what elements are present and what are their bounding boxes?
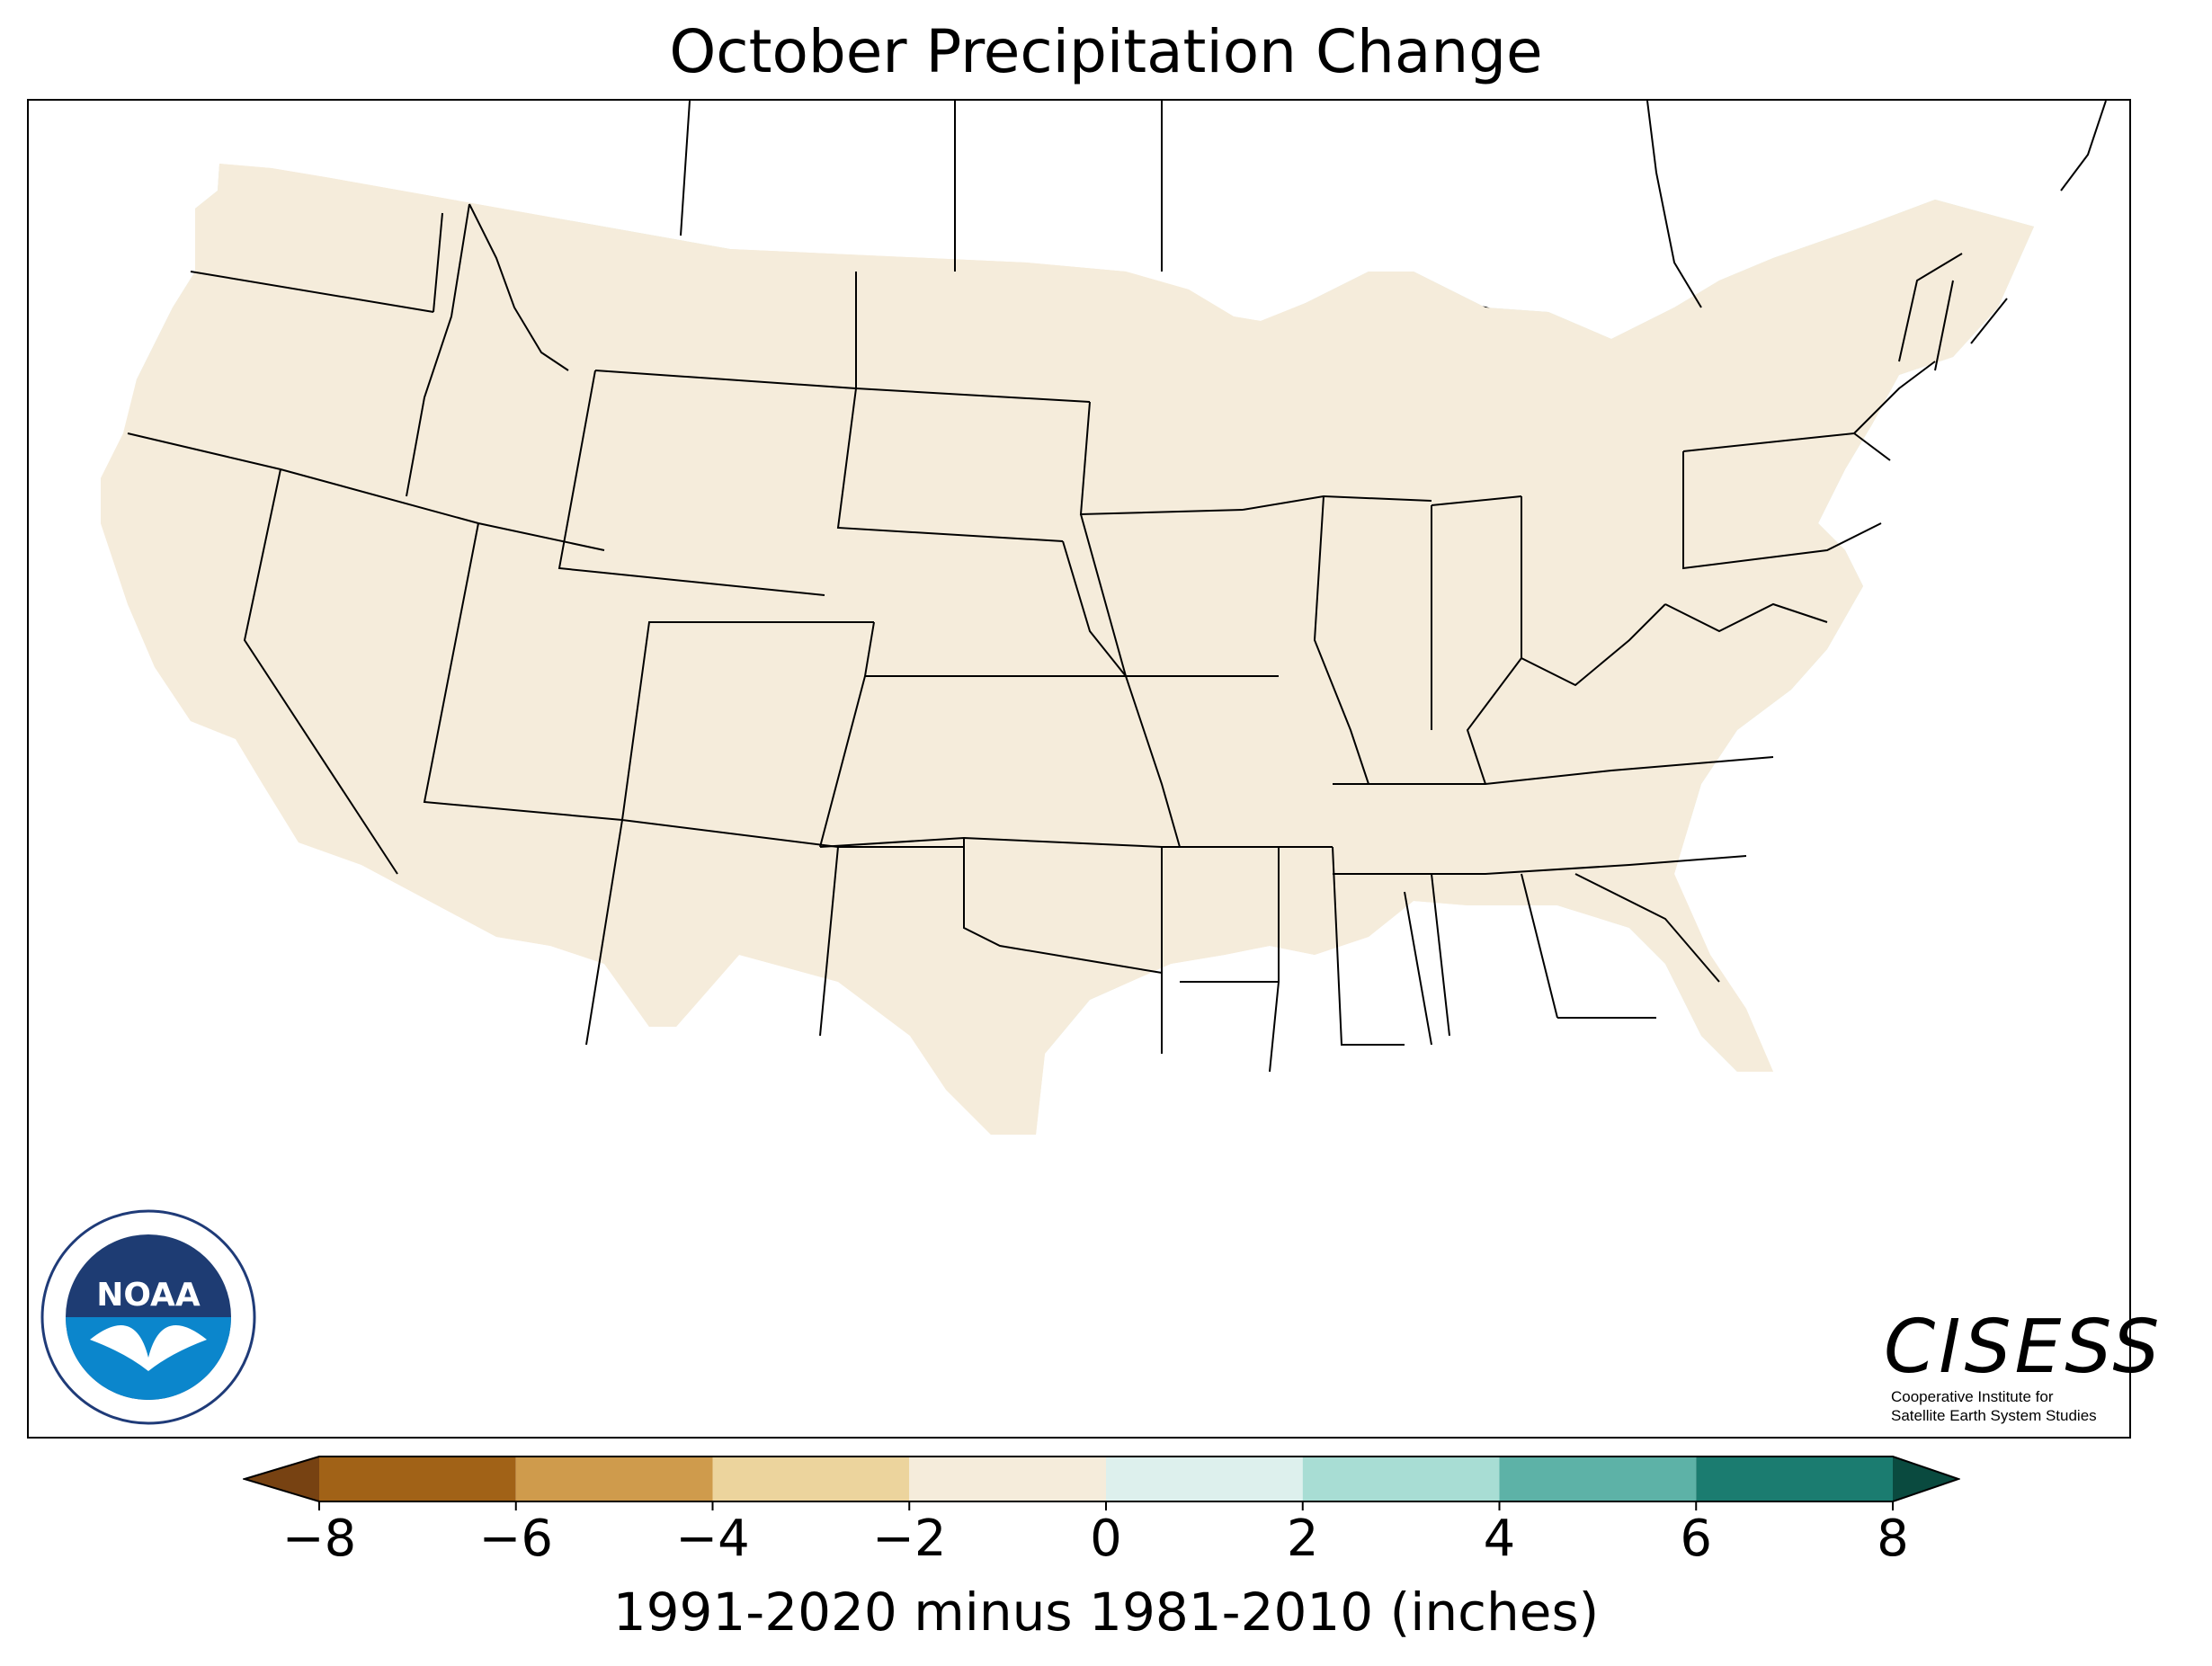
colorbar-tick-label: 2 [1286,1510,1319,1568]
canada-lines [680,101,2107,308]
state-borders [100,101,2107,1136]
wi-il-in [1242,494,1522,785]
cisess-line-2: Satellite Earth System Studies [1891,1407,2097,1424]
oh-wv-va [1466,496,1828,785]
ar-la-ms [1161,846,1432,1073]
map-title: October Precipitation Change [669,17,1543,86]
precipitation-map [100,101,2107,1136]
ne-ks-ok [819,540,1181,848]
wa-or [190,212,443,313]
colorbar-bin-6 [1499,1457,1697,1501]
colorbar-bin-7 [1696,1457,1893,1501]
or-ca-nv [127,432,605,875]
new-england [1898,253,2008,371]
colorbar-bin-2 [712,1457,910,1501]
colorbar-tick-label: 6 [1680,1510,1713,1568]
colorbar-label: 1991-2020 minus 1981-2010 (inches) [612,1581,1600,1643]
cisess-name: CISESS [1884,1305,2163,1390]
colorbar-tick-label: −4 [675,1510,750,1568]
al-ga-sc [1431,873,1720,1037]
colorbar-over-triangle [1893,1457,1958,1501]
colorbar-tick-label: 0 [1090,1510,1122,1568]
colorbar-tick-label: −6 [478,1510,554,1568]
noaa-center-text: NOAA [96,1277,201,1314]
colorbar-tick-label: −2 [871,1510,947,1568]
map-frame [27,99,2131,1439]
colorbar-tick-label: 8 [1877,1510,1909,1568]
colorbar-under-triangle [245,1457,319,1501]
colorbar-bin-0 [319,1457,516,1501]
dakotas [836,388,1091,542]
pa-ny-nj [1682,361,1936,570]
colorbar-bin-1 [515,1457,713,1501]
ut-co-az-nm [423,522,964,1046]
id-mt [406,203,569,497]
mn-ia-mo [1079,401,1333,848]
colorbar-tick-label: 4 [1483,1510,1516,1568]
cisess-line-1: Cooperative Institute for [1891,1388,2054,1405]
cisess-logo: CISESS Cooperative Institute for Satelli… [1884,1305,2163,1425]
colorbar-bin-3 [909,1457,1106,1501]
ky-tn [1333,756,1774,875]
colorbar-tick-label: −8 [281,1510,357,1568]
colorbar [243,1456,1960,1510]
national-outline [100,163,2035,1136]
colorbar-bin-5 [1302,1457,1500,1501]
noaa-logo: NOAA [40,1209,256,1425]
colorbar-bin-4 [1106,1457,1303,1501]
